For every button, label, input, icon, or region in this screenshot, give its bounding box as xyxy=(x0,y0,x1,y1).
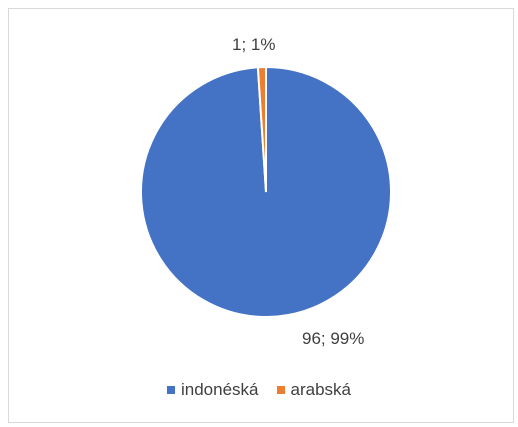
data-label-arabska: 1; 1% xyxy=(232,35,275,54)
legend: indonéská arabská xyxy=(0,380,518,400)
legend-swatch-indoneska xyxy=(167,386,175,394)
legend-item-indoneska: indonéská xyxy=(167,380,259,400)
legend-label-indoneska: indonéská xyxy=(181,380,259,399)
legend-item-arabska: arabská xyxy=(276,380,351,400)
pie-slice-arabska xyxy=(256,65,267,193)
legend-label-arabska: arabská xyxy=(290,380,351,399)
legend-swatch-arabska xyxy=(276,386,285,394)
pie-slices xyxy=(140,65,392,318)
data-label-indoneska: 96; 99% xyxy=(302,329,364,348)
